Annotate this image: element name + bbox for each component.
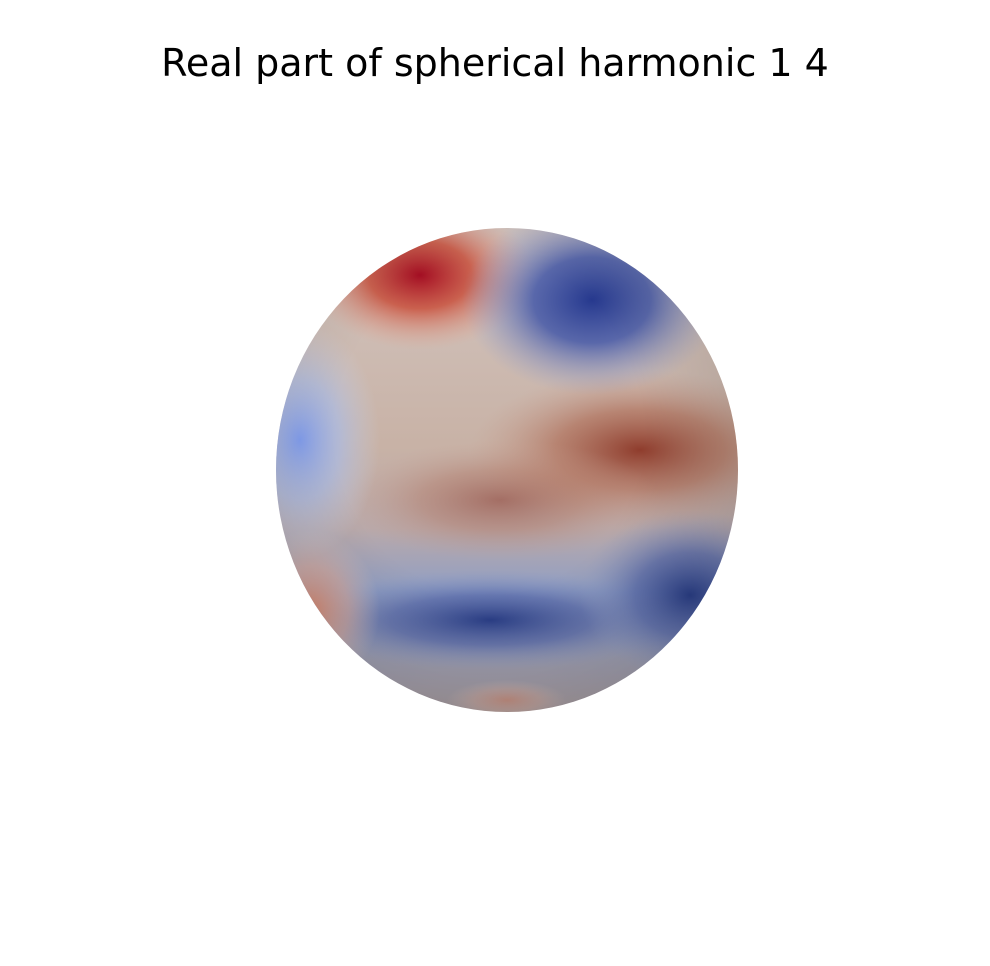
sphere-surface (276, 228, 738, 712)
surface-shading (276, 228, 738, 712)
chart-title: Real part of spherical harmonic 1 4 (161, 41, 829, 85)
